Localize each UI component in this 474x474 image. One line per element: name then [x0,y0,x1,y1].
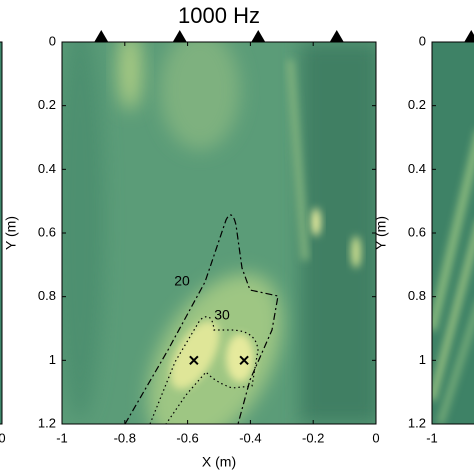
x-tick-label: 0 [0,430,6,445]
y-tick-label: 0.8 [38,288,56,303]
sensor-marker [251,30,266,42]
y-tick-label: 0.4 [38,161,56,176]
x-tick-label: -1 [56,430,68,445]
y-tick-label: 0.2 [408,97,426,112]
source-marker [239,355,249,366]
contour-label: 20 [174,273,190,289]
main-field [62,42,376,424]
x-tick-label: -0.2 [302,430,324,445]
x-tick-label: -0.4 [239,430,261,445]
x-tick-label: -0.8 [114,430,136,445]
y-tick-label: 0 [419,33,426,48]
x-axis-label: X (m) [202,454,236,470]
sensor-marker [94,30,109,42]
plot-frame [0,41,3,425]
x-tick-label: -1 [426,430,438,445]
y-tick-label: 0.8 [408,288,426,303]
y-tick-label: 0.6 [408,224,426,239]
right-field [432,42,474,424]
sensor-marker [172,30,187,42]
chart-title: 1000 Hz [178,3,260,28]
x-tick-label: -0.6 [176,430,198,445]
x-tick-label: 0 [372,430,379,445]
left-field [0,42,2,424]
y-tick-label: 0 [49,33,56,48]
y-tick-label: 1.2 [38,415,56,430]
y-tick-label: 0.2 [38,97,56,112]
y-tick-label: 1 [419,352,426,367]
sensor-marker [464,30,474,42]
y-axis-label: Y (m) [373,216,389,250]
y-axis-label: Y (m) [3,216,19,250]
y-tick-label: 0.4 [408,161,426,176]
y-tick-label: 0.6 [38,224,56,239]
sensor-marker [329,30,344,42]
y-tick-label: 1.2 [408,415,426,430]
contour-label: 30 [214,307,230,323]
contour-line [149,316,259,424]
source-marker [189,355,199,366]
y-tick-label: 1 [49,352,56,367]
contour-line [124,214,279,424]
